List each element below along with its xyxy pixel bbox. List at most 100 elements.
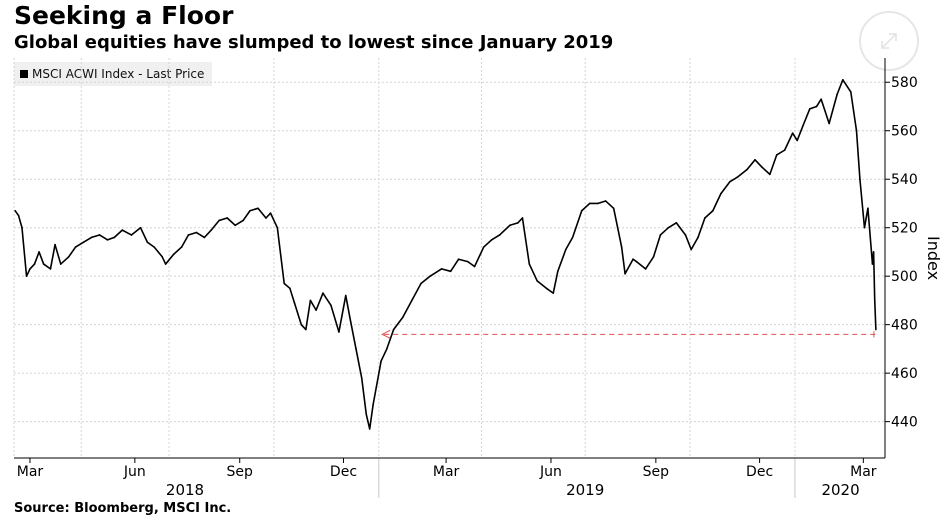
price-line-segment (338, 294, 347, 333)
price-line-segment (226, 217, 236, 227)
legend-swatch (20, 70, 28, 78)
price-line-segment (604, 200, 615, 210)
price-line-segment (25, 268, 31, 277)
price-line-segment (121, 229, 133, 236)
price-line-segment (712, 192, 722, 212)
price-line-segment (659, 226, 670, 236)
price-line-segment (14, 209, 20, 217)
price-line-segment (368, 403, 374, 430)
expand-arrows-icon (881, 33, 897, 49)
price-line-segment (644, 255, 655, 270)
price-line-segment (276, 226, 285, 285)
year-label: 2020 (821, 481, 859, 499)
price-line-segment (265, 212, 272, 219)
price-line-segment (172, 246, 183, 256)
price-line-segment (257, 207, 267, 219)
price-line-segment (269, 212, 279, 229)
price-line-segment (704, 209, 714, 219)
price-line-segment (300, 323, 307, 331)
price-line-segment (180, 234, 190, 248)
tick-labels: 440 460 480 500 520 540 560 580 Mar Jun Sep Dec Mar J… (17, 75, 943, 499)
price-line-segment (59, 255, 70, 265)
reference-arrowhead (381, 329, 391, 339)
price-line-segment (130, 226, 142, 236)
x-tick-label: Sep (643, 464, 670, 480)
price-line-segment (315, 292, 324, 311)
price-line-segment (783, 132, 794, 151)
price-line-segment (113, 229, 124, 239)
price-line-segment (411, 282, 422, 302)
price-line-segment (521, 217, 531, 265)
price-line-segment (612, 207, 623, 248)
source-note: Source: Bloomberg, MSCI Inc. (14, 501, 232, 516)
price-line-segment (67, 246, 77, 258)
chart-area: 440 460 480 500 520 540 560 580 Mar Jun Sep Dec Mar J… (13, 58, 943, 499)
price-line-segment (360, 377, 368, 416)
y-tick-label: 460 (891, 366, 918, 382)
price-line-segment (74, 241, 85, 248)
price-line-segment (737, 168, 748, 178)
price-line-segment (761, 166, 771, 176)
price-line-segment (305, 299, 312, 331)
price-line-segment (528, 263, 539, 282)
price-line-segment (344, 294, 352, 321)
price-line-segment (855, 129, 861, 181)
price-line-segment (161, 255, 167, 265)
price-line-segment (139, 226, 149, 244)
price-line-segment (796, 125, 804, 142)
price-line-segment (54, 243, 62, 265)
price-line-segment (153, 246, 164, 258)
y-tick-label: 560 (891, 124, 918, 140)
y-tick-label: 540 (891, 172, 918, 188)
year-label: 2019 (566, 481, 604, 499)
price-line-segment (330, 304, 340, 333)
price-line-segment (242, 209, 251, 222)
x-tick-label: Mar (433, 464, 460, 480)
price-line-segment (872, 251, 876, 302)
price-line-segment (675, 222, 687, 236)
price-line-segment (746, 159, 756, 171)
price-line-segment (849, 91, 858, 132)
price-line-segment (580, 202, 591, 212)
y-tick-label: 580 (891, 75, 918, 91)
legend-label: MSCI ACWI Index - Last Price (32, 67, 205, 81)
reference-line (381, 329, 876, 339)
price-line-segment (557, 248, 567, 273)
price-line-segment (210, 219, 221, 231)
price-line-segment (473, 246, 485, 268)
price-line-segment (90, 234, 101, 239)
price-line-segment (195, 231, 206, 239)
price-line-segment (859, 178, 866, 229)
y-axis-title: Index (924, 236, 943, 280)
price-line-segment (98, 234, 109, 241)
price-line-segment (234, 219, 244, 227)
price-line-segment (289, 287, 296, 304)
price-line-segment (836, 79, 844, 96)
price-line-segment (842, 79, 852, 93)
price-line-segment (322, 292, 332, 307)
price-line-segment (429, 268, 443, 277)
price-line-segment (249, 207, 259, 212)
price-line-segment (401, 299, 413, 319)
price-line-segment (828, 93, 838, 125)
price-line-segment (146, 241, 156, 248)
price-line-segment (769, 154, 778, 176)
price-line-segment (49, 243, 56, 270)
price-line-segment (624, 258, 634, 275)
price-line-segment (697, 217, 706, 239)
y-tick-label: 480 (891, 318, 918, 334)
price-line-segment (449, 258, 460, 273)
price-line-segment (457, 258, 469, 263)
price-line-segment (509, 222, 519, 227)
price-line-segment (815, 98, 822, 108)
y-tick-label: 440 (891, 415, 918, 431)
axes (14, 58, 890, 463)
price-line-segment (684, 234, 692, 251)
price-line-segment (482, 239, 493, 248)
price-line-segment (498, 224, 511, 236)
price-line-segment (552, 270, 559, 294)
expand-button[interactable] (859, 11, 919, 71)
price-line-segment (808, 105, 818, 110)
price-line-segment (203, 229, 213, 239)
price-line-segment (17, 214, 23, 229)
